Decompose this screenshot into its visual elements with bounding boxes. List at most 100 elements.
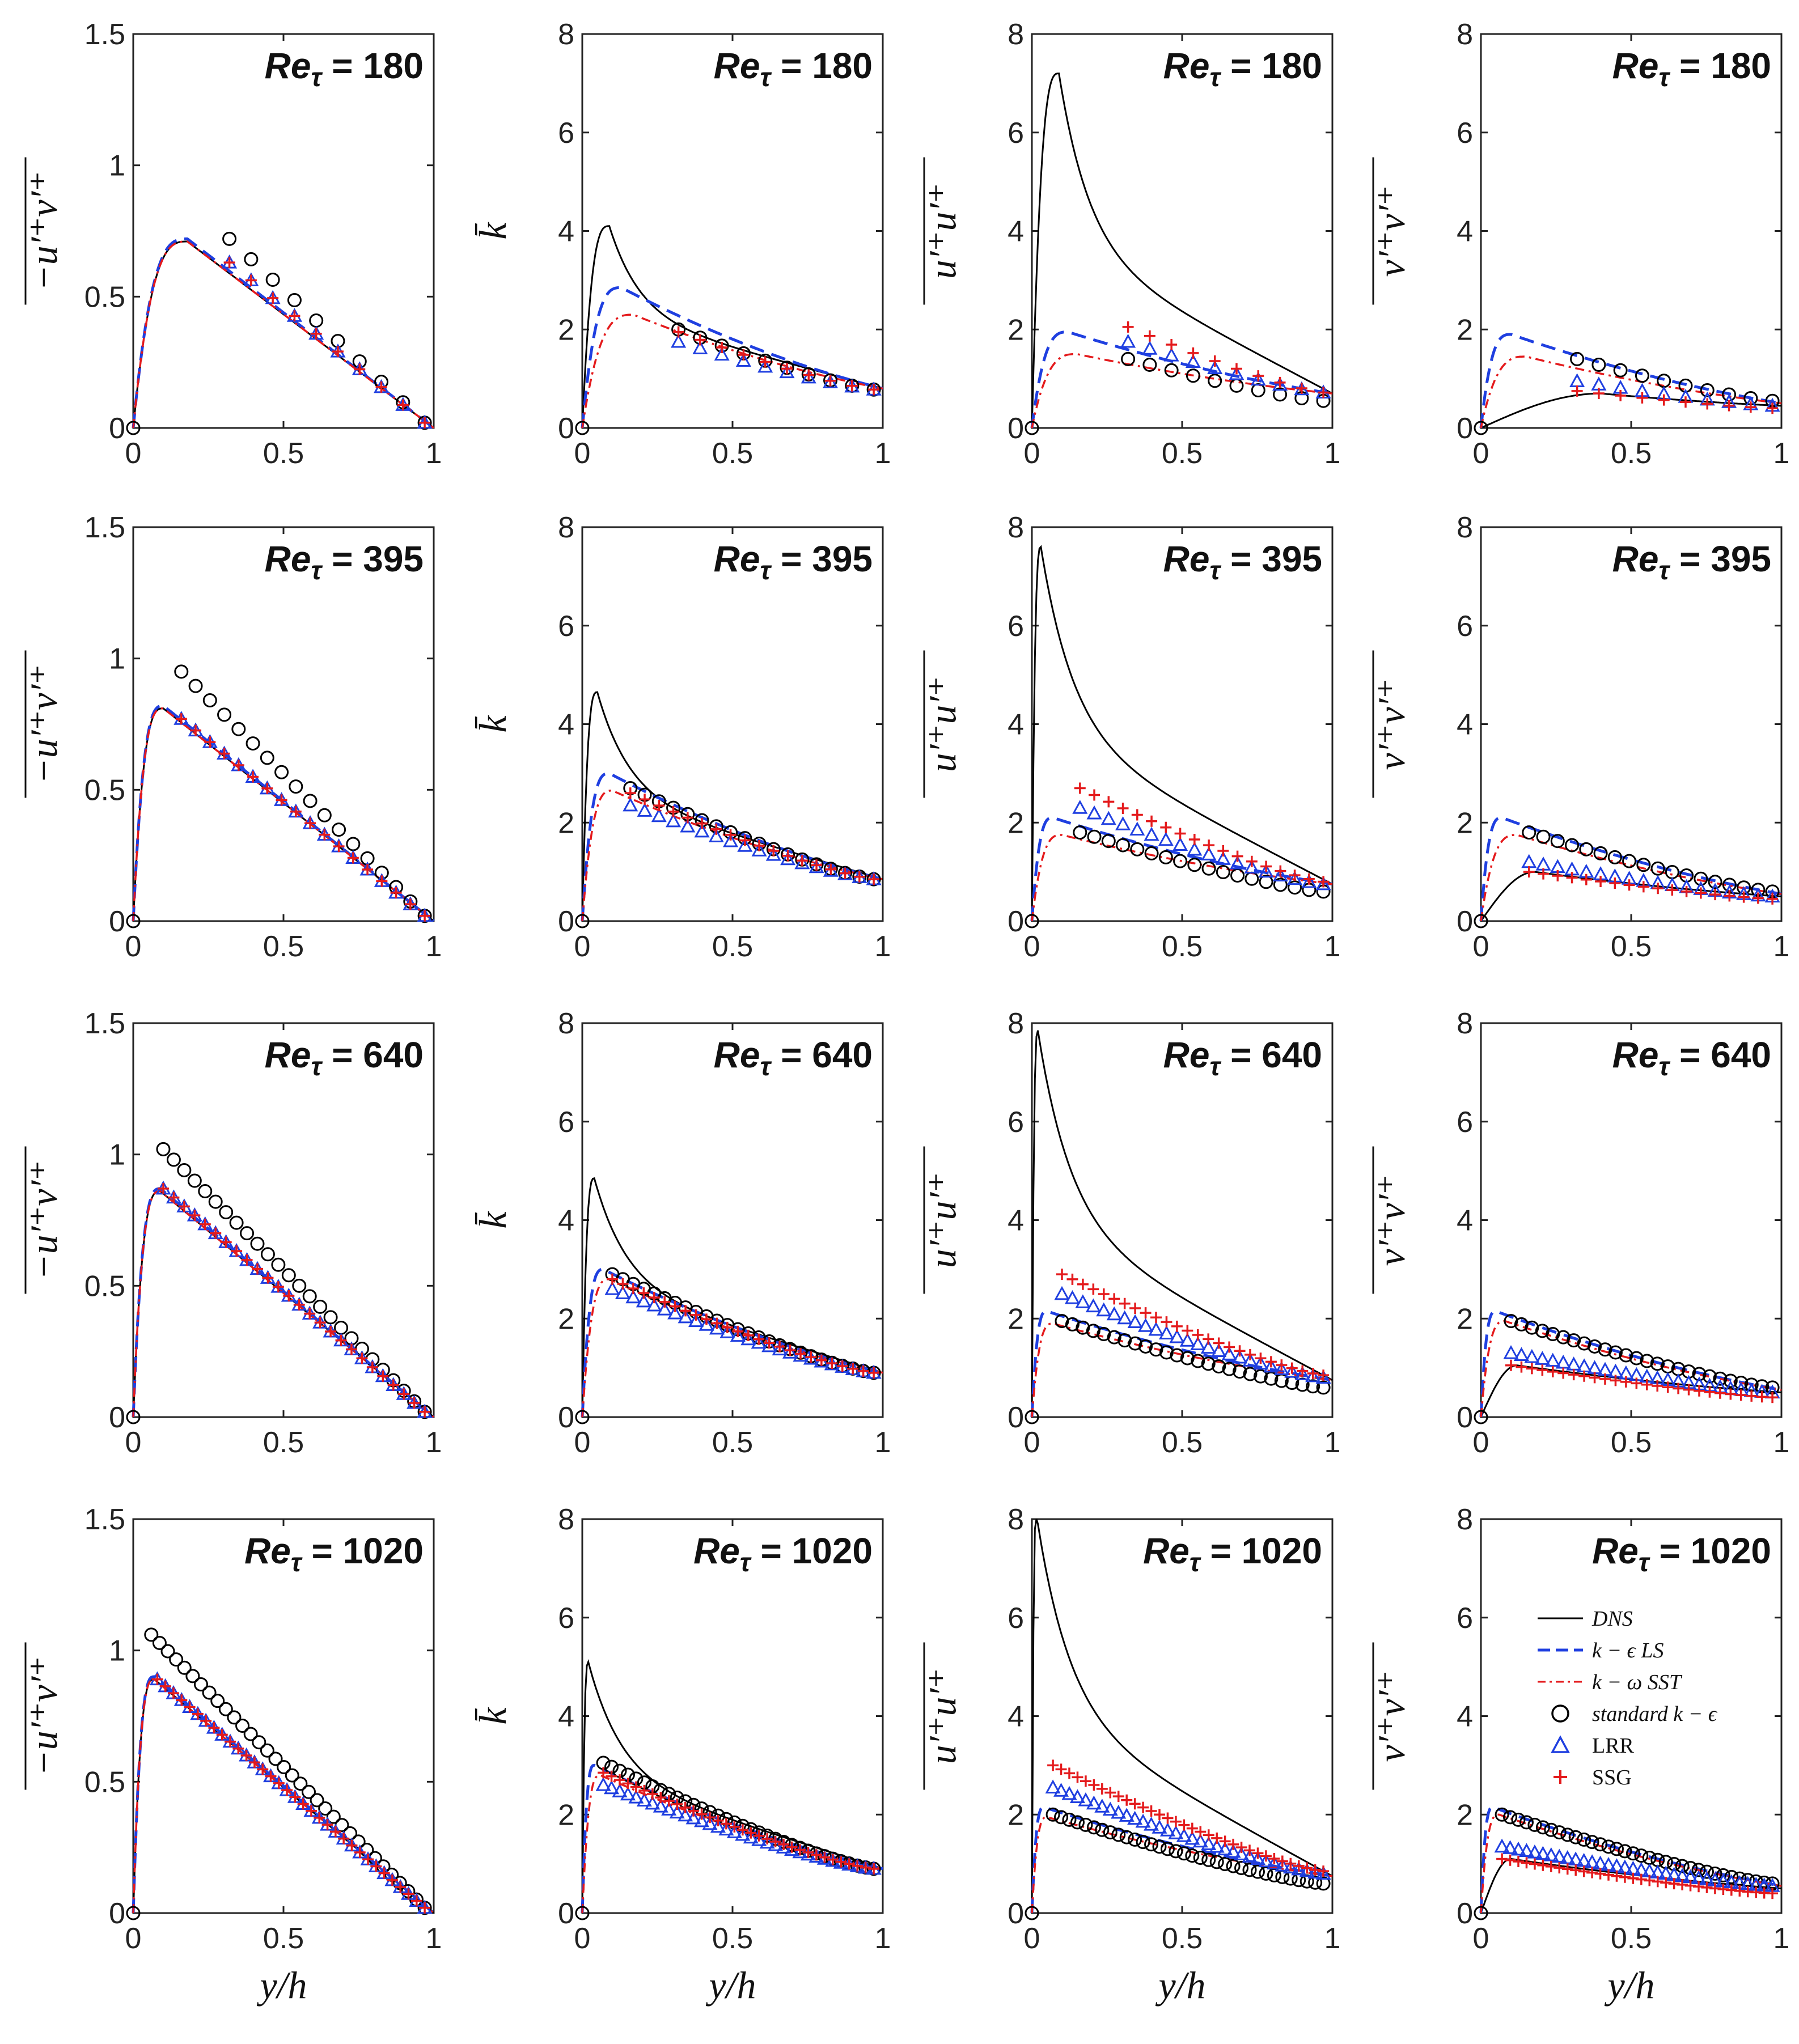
marker-ssg [1561, 1863, 1573, 1875]
marker-ssg [1265, 1356, 1277, 1368]
x-tick-label: 0 [1024, 1922, 1040, 1955]
marker-lrr [1221, 1346, 1237, 1360]
y-axis-label: u′⁺u′⁺ [921, 183, 964, 279]
axes-box [581, 33, 884, 429]
marker-ske-origin [575, 421, 590, 435]
marker-ssg [761, 1833, 773, 1844]
marker-ske [1191, 1354, 1205, 1368]
marker-ske [1076, 1320, 1090, 1335]
marker-lrr [1163, 347, 1179, 362]
marker-ske [1193, 1850, 1208, 1865]
marker-ske [1138, 1339, 1153, 1354]
series-sst-line [132, 1190, 435, 1418]
re-tau-value: = 1020 [1200, 1530, 1322, 1571]
marker-lrr [1184, 1830, 1200, 1845]
marker-lrr [1524, 1348, 1540, 1363]
re-tau-value: = 395 [321, 538, 424, 579]
marker-ssg [803, 369, 815, 381]
marker-ssg [370, 1860, 382, 1872]
re-tau-subscript: τ [311, 555, 323, 585]
marker-ssg [868, 1367, 880, 1379]
x-axis-label: y/h [1604, 1964, 1654, 2007]
marker-lrr [636, 1293, 651, 1308]
x-tick-label: 0.5 [1611, 437, 1652, 470]
marker-ssg [1047, 1759, 1059, 1771]
marker-ssg [1641, 1379, 1653, 1390]
marker-ske [152, 1635, 167, 1650]
marker-ssg [1704, 1386, 1716, 1398]
marker-ssg [1286, 1362, 1298, 1374]
x-tick-label: 0.5 [1611, 930, 1652, 963]
y-axis-label: u′⁺u′⁺ [921, 1668, 964, 1765]
y-tick-label: 4 [558, 1700, 574, 1733]
marker-ssg [262, 1272, 274, 1284]
y-axis-label: k̄ [471, 222, 514, 240]
marker-ske [1288, 880, 1302, 895]
marker-ssg [701, 1313, 712, 1325]
marker-ske [252, 1735, 266, 1750]
re-tau-label: Reτ = 640 [265, 1034, 424, 1081]
marker-lrr [1258, 1853, 1274, 1868]
marker-lrr [714, 346, 730, 361]
marker-ssg [729, 1821, 740, 1833]
marker-ssg [784, 1345, 796, 1356]
marker-ske-origin [1025, 914, 1039, 928]
x-tick-label: 1 [426, 1426, 442, 1459]
marker-ske [1585, 1835, 1599, 1850]
marker-ssg [711, 1317, 723, 1329]
marker-ssg [356, 1352, 368, 1364]
series-ls-line [581, 286, 883, 429]
y-axis-label: k̄ [471, 1707, 514, 1725]
marker-ssg [1255, 1352, 1267, 1364]
x-tick-label: 0.5 [1162, 437, 1203, 470]
y-tick-label: 0.5 [84, 281, 125, 313]
marker-ssg [257, 1763, 269, 1775]
marker-ssg [825, 863, 837, 875]
marker-lrr [1301, 873, 1317, 888]
re-tau-subscript: τ [1658, 555, 1670, 585]
marker-ssg [1660, 1877, 1672, 1889]
marker-ske [287, 293, 302, 308]
marker-ssg [1609, 877, 1621, 889]
marker-lrr [1061, 1786, 1077, 1800]
marker-lrr [1064, 1290, 1080, 1304]
marker-ssg [1589, 1372, 1601, 1384]
series-dns-line [1031, 545, 1333, 922]
marker-ssg [297, 1798, 309, 1810]
marker-ssg [408, 1397, 420, 1409]
marker-lrr [1075, 1294, 1091, 1308]
re-tau-value: = 640 [1669, 1034, 1771, 1075]
marker-ssg [1217, 845, 1229, 857]
x-tick-label: 1 [1773, 930, 1790, 963]
marker-ssg [325, 1325, 337, 1337]
y-tick-label: 8 [558, 18, 574, 51]
x-tick-label: 0 [125, 1426, 142, 1459]
marker-ske [1626, 1846, 1640, 1861]
series-dns-line [132, 707, 434, 922]
y-tick-label: 0 [1457, 905, 1473, 938]
marker-lrr [1275, 1858, 1290, 1872]
marker-lrr [1127, 1314, 1143, 1329]
marker-ssg [1538, 868, 1550, 880]
marker-lrr [1129, 821, 1145, 836]
y-tick-label: 6 [1457, 1602, 1473, 1635]
marker-lrr [730, 1328, 746, 1342]
marker-ske [227, 1710, 242, 1725]
y-tick-label: 4 [558, 1205, 574, 1237]
marker-ske [240, 1226, 255, 1241]
y-tick-label: 8 [1457, 1503, 1473, 1536]
series-sst-line [1031, 834, 1333, 922]
marker-lrr [678, 1807, 693, 1822]
marker-lrr [651, 808, 667, 822]
marker-lrr [1176, 1828, 1192, 1842]
marker-ske [1201, 1852, 1216, 1867]
marker-ske [1055, 1314, 1069, 1329]
y-tick-label: 0 [109, 905, 125, 938]
marker-ssg [847, 1363, 859, 1375]
marker-ssg [1679, 396, 1691, 408]
marker-ske [285, 1768, 299, 1783]
marker-ske [169, 1652, 184, 1667]
y-tick-label: 2 [1008, 1303, 1024, 1335]
marker-ssg [694, 334, 706, 346]
marker-lrr [702, 1816, 718, 1830]
